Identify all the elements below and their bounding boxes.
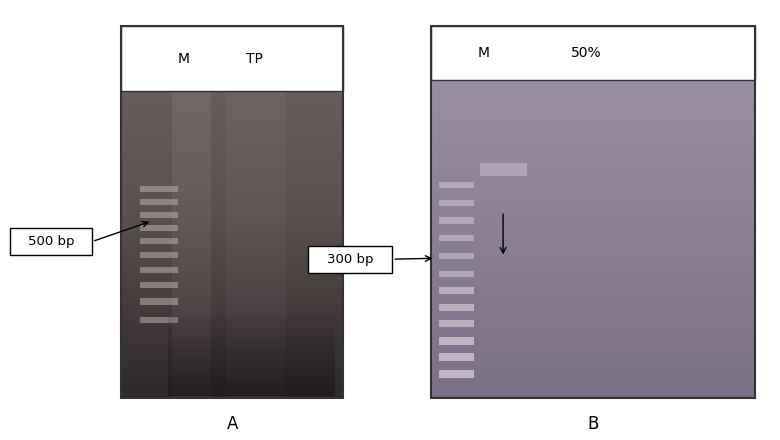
Bar	[431, 26, 755, 81]
Text: TP: TP	[246, 52, 263, 66]
Text: M: M	[177, 52, 189, 66]
Text: 300 bp: 300 bp	[327, 253, 374, 266]
Text: 50%: 50%	[572, 46, 602, 60]
Bar	[431, 26, 755, 398]
Bar	[10, 228, 92, 255]
Text: A: A	[227, 415, 238, 433]
Bar	[308, 246, 392, 273]
Bar	[121, 26, 343, 398]
Text: M: M	[477, 46, 489, 60]
Text: B: B	[587, 415, 598, 433]
Bar	[121, 26, 343, 92]
Text: 500 bp: 500 bp	[28, 235, 74, 248]
